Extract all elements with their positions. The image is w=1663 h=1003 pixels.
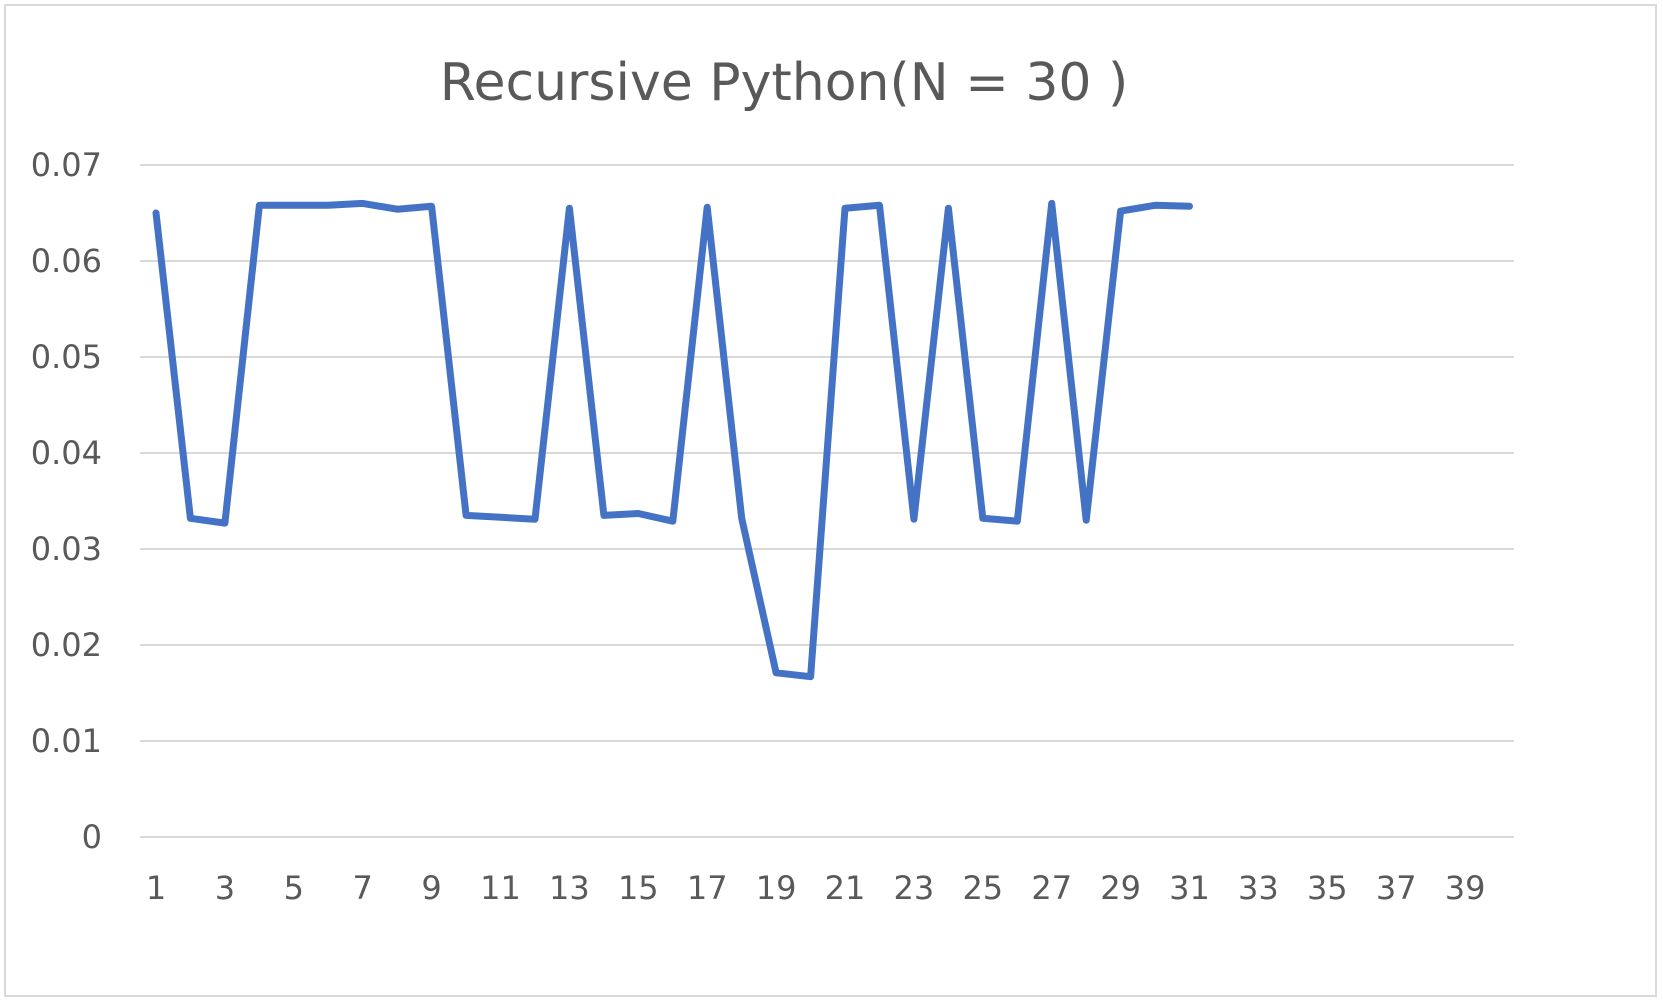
data-point	[430, 205, 433, 208]
chart-area: Recursive Python(N = 30 ) 0 0.01 0.02 0.03 0…	[4, 4, 1657, 997]
x-tick-label: 21	[825, 869, 866, 907]
data-point	[775, 671, 778, 674]
data-point	[361, 202, 364, 205]
data-point	[223, 522, 226, 525]
data-point	[1050, 202, 1053, 205]
x-tick-label: 29	[1100, 869, 1141, 907]
x-tick-label: 33	[1238, 869, 1279, 907]
x-tick-label: 31	[1169, 869, 1210, 907]
x-tick-label: 3	[215, 869, 235, 907]
data-point	[396, 208, 399, 211]
x-tick-label: 5	[284, 869, 304, 907]
data-point	[947, 207, 950, 210]
data-point	[499, 516, 502, 519]
data-point	[809, 675, 812, 678]
series-line	[152, 199, 1193, 681]
data-point	[189, 517, 192, 520]
data-point	[1188, 205, 1191, 208]
y-tick-label: 0.01	[31, 722, 102, 760]
data-point	[671, 520, 674, 523]
x-tick-label: 1	[146, 869, 166, 907]
data-point	[637, 512, 640, 515]
data-point	[981, 517, 984, 520]
x-tick-label: 37	[1376, 869, 1417, 907]
data-point	[878, 204, 881, 207]
data-point	[1154, 204, 1157, 207]
x-tick-label: 13	[549, 869, 590, 907]
data-point	[258, 204, 261, 207]
x-tick-label: 27	[1031, 869, 1072, 907]
data-point	[912, 518, 915, 521]
chart-title: Recursive Python(N = 30 )	[440, 53, 1129, 113]
data-point	[602, 514, 605, 517]
line-chart: Recursive Python(N = 30 ) 00.010.020.030…	[31, 53, 1514, 907]
x-tick-label: 35	[1307, 869, 1348, 907]
x-tick-label: 19	[756, 869, 797, 907]
x-tick-label: 15	[618, 869, 659, 907]
y-axis-ticks: 0 0.01 0.02 0.03 0.04 0.05 0.06 0.07	[31, 146, 102, 856]
data-point	[533, 518, 536, 521]
y-tick-label: 0.03	[31, 530, 102, 568]
data-point	[155, 212, 157, 214]
x-tick-label: 25	[962, 869, 1003, 907]
data-point	[1119, 210, 1122, 213]
y-tick-label: 0.07	[31, 146, 102, 184]
x-tick-label: 23	[894, 869, 935, 907]
data-point	[706, 206, 709, 209]
x-axis-ticks: 1 3 5 7 9 11 13 15 17 19 21 23 25 27 29 31 33 35 37 39	[146, 869, 1486, 907]
data-point	[844, 207, 846, 210]
data-point	[292, 204, 295, 207]
series-layer	[152, 199, 1193, 681]
data-point	[740, 517, 743, 520]
data-point	[568, 207, 571, 210]
y-tick-label: 0	[82, 818, 102, 856]
data-point	[465, 514, 468, 517]
y-tick-label: 0.02	[31, 626, 102, 664]
data-point	[1016, 520, 1019, 523]
data-point	[327, 204, 330, 207]
data-point	[1085, 519, 1088, 522]
x-tick-label: 17	[687, 869, 728, 907]
y-tick-label: 0.05	[31, 338, 102, 376]
y-tick-label: 0.06	[31, 242, 102, 280]
x-tick-label: 9	[421, 869, 441, 907]
x-tick-label: 7	[353, 869, 373, 907]
x-tick-label: 39	[1445, 869, 1486, 907]
x-tick-label: 11	[480, 869, 521, 907]
y-tick-label: 0.04	[31, 434, 102, 472]
